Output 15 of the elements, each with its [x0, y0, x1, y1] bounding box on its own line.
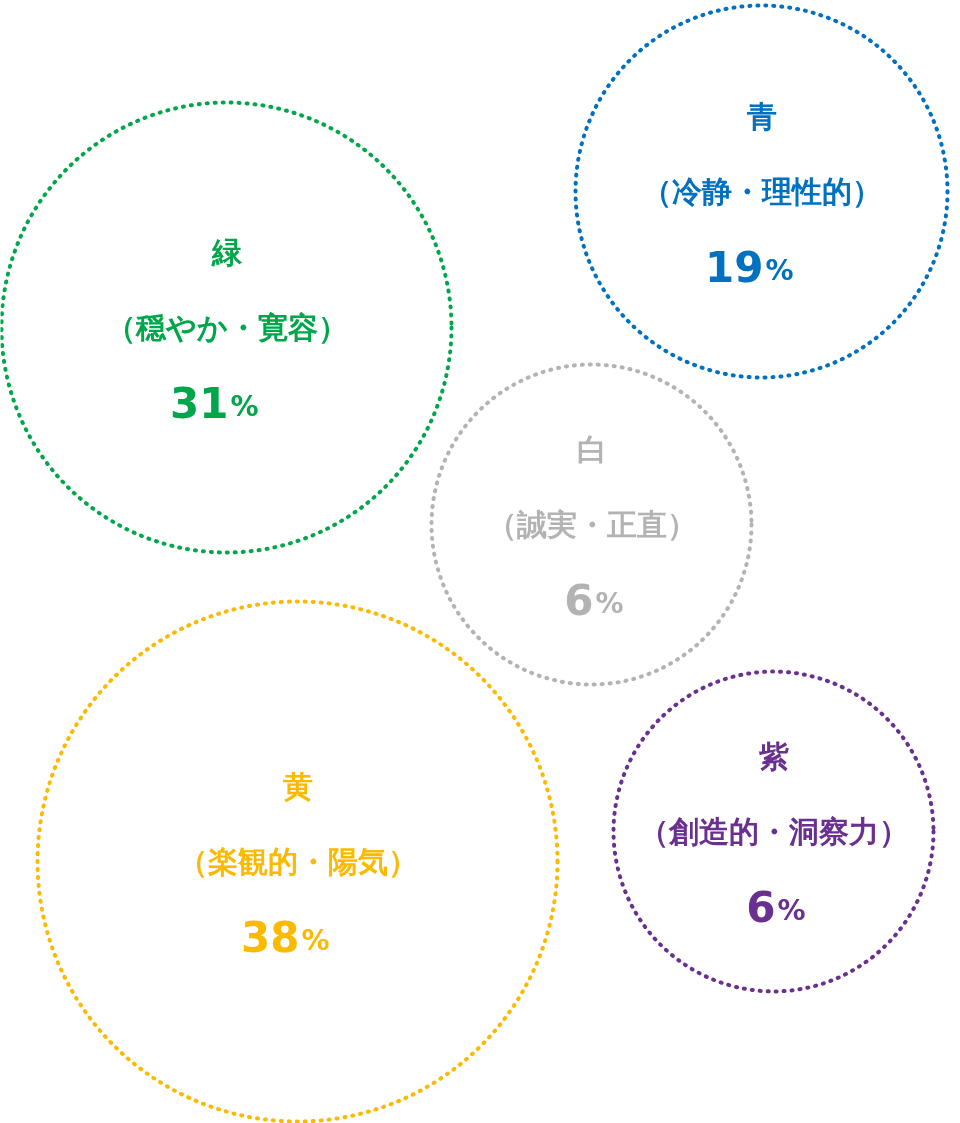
text: （創造的・洞察力） — [638, 814, 909, 849]
category-label: 青 — [745, 99, 777, 134]
text: （冷静・理性的） — [641, 174, 882, 209]
text: （楽観的・陽気） — [177, 844, 418, 879]
category-label: 緑 — [210, 235, 243, 270]
data-label: 6% — [746, 883, 806, 932]
data-label: 6% — [564, 576, 624, 625]
data-label: 19% — [705, 243, 794, 292]
category-label: 黄 — [282, 769, 313, 804]
text: （穏やか・寛容） — [105, 310, 348, 345]
text: （誠実・正直） — [486, 507, 697, 542]
category-label: 白 — [576, 432, 607, 467]
data-label: 31% — [170, 379, 259, 428]
data-label: 38% — [241, 913, 330, 962]
category-label: 紫 — [757, 739, 789, 774]
